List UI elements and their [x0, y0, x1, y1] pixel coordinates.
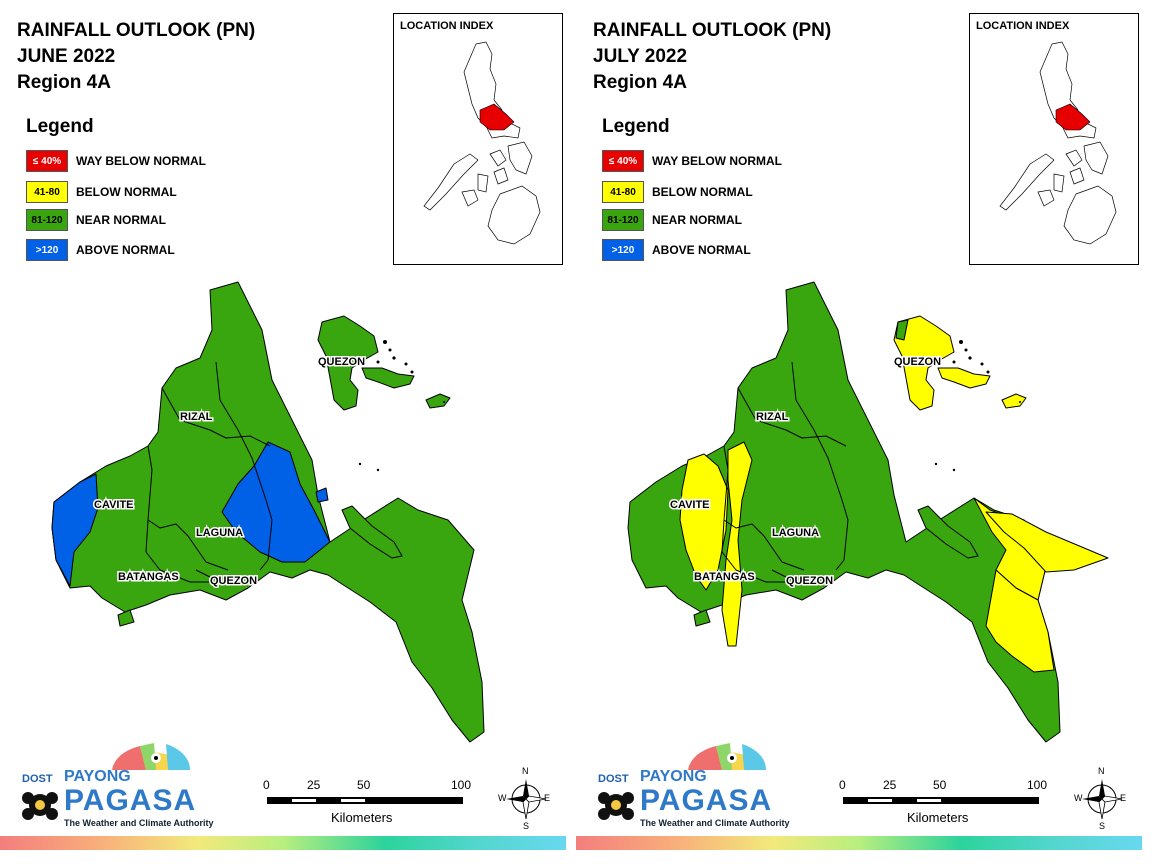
rainfall-map-july: QUEZON RIZAL CAVITE LAGUNA BATANGAS QUEZ…: [627, 281, 1109, 743]
title-month: JULY 2022: [593, 46, 688, 67]
label-batangas: BATANGAS: [694, 571, 755, 583]
rainfall-map-june: QUEZON RIZAL CAVITE LAGUNA BATANGAS QUEZ…: [51, 281, 485, 743]
title-region: Region 4A: [17, 72, 111, 93]
scale-bar: 0 25 50 100 Kilometers: [263, 778, 473, 828]
logo-dost: DOST: [598, 773, 629, 785]
title-line-1: RAINFALL OUTLOOK (PN): [593, 20, 832, 41]
logo-tagline: The Weather and Climate Authority: [64, 818, 214, 828]
scale-tick-0: 0: [839, 778, 846, 792]
scale-tick-25: 25: [883, 778, 897, 792]
panel-june: RAINFALL OUTLOOK (PN) JUNE 2022 Region 4…: [0, 13, 566, 850]
legend-swatch: >120: [602, 239, 644, 261]
pagasa-logo: DOST PAYONG PAGASA The Weather and Clima…: [16, 740, 216, 835]
scale-tick-50: 50: [933, 778, 947, 792]
footer-gradient-bar: [576, 836, 1142, 850]
region-4a-highlight: [479, 103, 515, 131]
label-laguna: LAGUNA: [196, 527, 243, 539]
scale-tick-25: 25: [307, 778, 321, 792]
panel-july: RAINFALL OUTLOOK (PN) JULY 2022 Region 4…: [576, 0, 1152, 864]
compass-e: E: [1120, 793, 1127, 803]
label-rizal: RIZAL: [756, 411, 789, 423]
label-quezon-north: QUEZON: [318, 356, 365, 368]
map-title: RAINFALL OUTLOOK (PN) JULY 2022 Region 4…: [593, 18, 831, 96]
legend-label: NEAR NORMAL: [652, 213, 742, 227]
region-4a-highlight: [1055, 103, 1091, 131]
scale-bar: 0 25 50 100 Kilometers: [839, 778, 1049, 828]
compass-n: N: [522, 766, 529, 776]
legend-swatch: 41-80: [602, 181, 644, 203]
location-index-title: LOCATION INDEX: [976, 20, 1070, 32]
scale-bar-graphic: [267, 797, 463, 804]
legend-swatch: 81-120: [602, 209, 644, 231]
compass-s: S: [1099, 821, 1106, 831]
legend-title: Legend: [26, 116, 94, 137]
scale-tick-50: 50: [357, 778, 371, 792]
title-month: JUNE 2022: [17, 46, 116, 67]
location-index-title: LOCATION INDEX: [400, 20, 494, 32]
legend-label: ABOVE NORMAL: [652, 243, 751, 257]
scale-bar-graphic: [843, 797, 1039, 804]
logo-tagline: The Weather and Climate Authority: [640, 818, 790, 828]
pagasa-logo: DOST PAYONG PAGASA The Weather and Clima…: [592, 740, 792, 835]
logo-dost: DOST: [22, 773, 53, 785]
compass-rose-icon: N S E W: [1074, 766, 1126, 832]
logo-payong: PAYONG: [640, 768, 707, 785]
scale-unit: Kilometers: [331, 810, 393, 825]
label-cavite: CAVITE: [94, 499, 134, 511]
footer-gradient-bar: [0, 836, 566, 850]
label-cavite: CAVITE: [670, 499, 710, 511]
compass-rose-icon: N S E W: [498, 766, 550, 832]
map-title: RAINFALL OUTLOOK (PN) JUNE 2022 Region 4…: [17, 18, 255, 96]
legend-swatch: 81-120: [26, 209, 68, 231]
compass-s: S: [523, 821, 530, 831]
label-quezon-south: QUEZON: [786, 575, 833, 587]
logo-pagasa: PAGASA: [640, 784, 773, 817]
label-laguna: LAGUNA: [772, 527, 819, 539]
umbrella-logo-icon: [22, 743, 191, 820]
scale-unit: Kilometers: [907, 810, 969, 825]
compass-e: E: [544, 793, 551, 803]
legend-title: Legend: [602, 116, 670, 137]
legend-label: BELOW NORMAL: [76, 185, 177, 199]
legend-swatch: 41-80: [26, 181, 68, 203]
umbrella-logo-icon: [598, 743, 767, 820]
philippines-outline: [423, 41, 541, 245]
compass-w: W: [1074, 793, 1083, 803]
scale-tick-0: 0: [263, 778, 270, 792]
location-index-map: LOCATION INDEX: [969, 13, 1139, 265]
legend-label: BELOW NORMAL: [652, 185, 753, 199]
legend-label: ABOVE NORMAL: [76, 243, 175, 257]
label-rizal: RIZAL: [180, 411, 213, 423]
legend-label: WAY BELOW NORMAL: [652, 154, 783, 168]
scale-tick-100: 100: [451, 778, 472, 792]
legend-swatch: >120: [26, 239, 68, 261]
legend-label: WAY BELOW NORMAL: [76, 154, 207, 168]
legend-swatch: ≤ 40%: [602, 150, 644, 172]
label-quezon-north: QUEZON: [894, 356, 941, 368]
legend-label: NEAR NORMAL: [76, 213, 166, 227]
legend-swatch: ≤ 40%: [26, 150, 68, 172]
title-region: Region 4A: [593, 72, 687, 93]
logo-payong: PAYONG: [64, 768, 131, 785]
compass-w: W: [498, 793, 507, 803]
location-index-map: LOCATION INDEX: [393, 13, 563, 265]
label-quezon-south: QUEZON: [210, 575, 257, 587]
compass-n: N: [1098, 766, 1105, 776]
philippines-outline: [999, 41, 1117, 245]
title-line-1: RAINFALL OUTLOOK (PN): [17, 20, 256, 41]
scale-tick-100: 100: [1027, 778, 1048, 792]
label-batangas: BATANGAS: [118, 571, 179, 583]
logo-pagasa: PAGASA: [64, 784, 197, 817]
